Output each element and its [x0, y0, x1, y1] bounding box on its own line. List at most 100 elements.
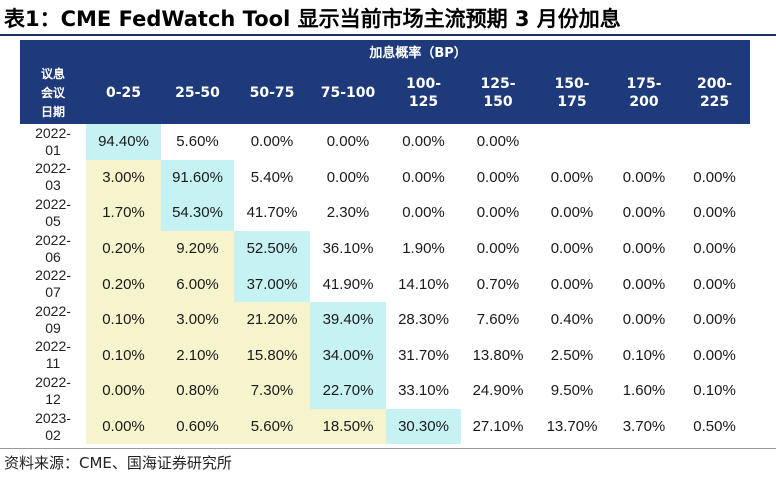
column-header-line: 150	[483, 94, 513, 110]
column-header: 100- 125	[386, 62, 461, 124]
meeting-date-year: 2022-	[35, 124, 71, 141]
source-divider	[0, 448, 776, 449]
probability-cell-highlight: 54.30%	[161, 195, 234, 231]
meeting-date-year: 2022-	[35, 231, 71, 248]
probability-cell: 0.40%	[535, 301, 609, 338]
probability-cell-highlight: 52.50%	[234, 230, 310, 267]
column-header-line: 125-	[480, 76, 516, 92]
probability-cell: 31.70%	[386, 337, 461, 374]
probability-cell: 0.00%	[679, 266, 751, 302]
column-header-line: 125	[408, 94, 439, 110]
table-row: 2023- 02 0.00% 0.60% 5.60% 18.50% 30.30% 27.10%…	[20, 408, 751, 445]
meeting-date-month: 07	[45, 284, 61, 301]
table-title: 表1：CME FedWatch Tool 显示当前市场主流预期 3 月份加息	[4, 7, 621, 31]
probability-cell: 13.80%	[461, 337, 535, 374]
probability-cell-highlight: 37.00%	[234, 266, 310, 302]
probability-cell: 27.10%	[461, 408, 535, 445]
meeting-date-month: 01	[45, 141, 61, 158]
table-row: 2022- 09 0.10% 3.00% 21.20% 39.40% 28.30% 7.60%…	[20, 301, 751, 338]
probability-cell: 33.10%	[386, 373, 461, 409]
probability-cell: 0.00%	[679, 301, 751, 338]
probability-cell: 13.70%	[535, 408, 609, 445]
column-header: 25-50	[161, 62, 234, 124]
probability-cell: 0.00%	[461, 159, 535, 196]
probability-cell: 0.00%	[234, 124, 310, 160]
column-header-line: 25-50	[175, 85, 220, 101]
column-header-line: 150-	[554, 76, 590, 92]
meeting-date-cell: 2022- 03	[20, 159, 86, 196]
probability-cell: 0.00%	[679, 337, 751, 374]
column-header-line: 200-	[697, 76, 733, 92]
probability-cell: 9.20%	[161, 230, 234, 267]
column-header: 50-75	[234, 62, 310, 124]
column-header-line: 75-100	[320, 85, 376, 101]
meeting-date-month: 12	[45, 390, 61, 407]
column-header-line: 0-25	[105, 85, 142, 101]
probability-cell: 3.00%	[86, 159, 161, 196]
probability-cell: 0.00%	[310, 159, 386, 196]
probability-cell: 0.00%	[310, 124, 386, 160]
table-row: 2022- 03 3.00% 91.60% 5.40% 0.00% 0.00% 0.00% 0.…	[20, 159, 751, 196]
probability-cell: 0.00%	[535, 230, 609, 267]
column-header-line: 175-	[626, 76, 662, 92]
probability-cell: 0.20%	[86, 230, 161, 267]
probability-cell: 0.00%	[609, 230, 679, 267]
probability-cell	[609, 124, 679, 160]
column-header: 125- 150	[461, 62, 535, 124]
meeting-date-year: 2022-	[35, 338, 71, 355]
meeting-date-cell: 2022- 07	[20, 266, 86, 302]
probability-cell	[679, 124, 751, 160]
probability-cell: 0.60%	[161, 408, 234, 445]
meeting-date-cell: 2022- 11	[20, 337, 86, 374]
probability-cell: 3.70%	[609, 408, 679, 445]
probability-cell: 1.70%	[86, 195, 161, 231]
probability-cell: 36.10%	[310, 230, 386, 267]
probability-cell: 0.00%	[609, 301, 679, 338]
probability-cell: 2.50%	[535, 337, 609, 374]
probability-cell: 0.00%	[386, 195, 461, 231]
meeting-date-year: 2022-	[35, 267, 71, 284]
table-row: 2022- 05 1.70% 54.30% 41.70% 2.30% 0.00% 0.00% 0…	[20, 195, 751, 231]
probability-cell: 2.30%	[310, 195, 386, 231]
rate-hike-probability-table: 加息概率（BP） 议息 会议 日期 0-25 25-50 50-75 75-100 10…	[20, 40, 751, 445]
meeting-date-header-line: 日期	[40, 104, 65, 119]
probability-cell: 0.00%	[609, 159, 679, 196]
probability-cell: 0.10%	[86, 301, 161, 338]
probability-table-container: 加息概率（BP） 议息 会议 日期 0-25 25-50 50-75 75-100 10…	[20, 40, 751, 447]
probability-cell: 1.60%	[609, 373, 679, 409]
probability-cell: 24.90%	[461, 373, 535, 409]
probability-cell: 0.50%	[679, 408, 751, 445]
group-header: 加息概率（BP）	[86, 40, 751, 62]
meeting-date-cell: 2022- 12	[20, 373, 86, 409]
table-row: 2022- 07 0.20% 6.00% 37.00% 41.90% 14.10% 0.70%…	[20, 266, 751, 302]
probability-cell	[535, 124, 609, 160]
probability-cell: 3.00%	[161, 301, 234, 338]
probability-cell: 0.00%	[461, 124, 535, 160]
probability-cell: 0.00%	[679, 195, 751, 231]
meeting-date-cell: 2022- 05	[20, 195, 86, 231]
source-note: 资料来源：CME、国海证券研究所	[4, 454, 232, 472]
meeting-date-year: 2022-	[35, 373, 71, 390]
meeting-date-month: 06	[45, 248, 61, 265]
probability-cell: 7.60%	[461, 301, 535, 338]
probability-cell: 28.30%	[386, 301, 461, 338]
probability-cell: 0.10%	[679, 373, 751, 409]
meeting-date-header-line: 会议	[40, 85, 65, 100]
probability-cell: 5.40%	[234, 159, 310, 196]
probability-cell-highlight: 30.30%	[386, 408, 461, 445]
table-row: 2022- 06 0.20% 9.20% 52.50% 36.10% 1.90% 0.00% 0…	[20, 230, 751, 267]
probability-cell: 14.10%	[386, 266, 461, 302]
probability-cell: 18.50%	[310, 408, 386, 445]
probability-cell: 6.00%	[161, 266, 234, 302]
probability-cell-highlight: 91.60%	[161, 159, 234, 196]
probability-cell: 0.10%	[86, 337, 161, 374]
meeting-date-year: 2022-	[35, 160, 71, 177]
probability-cell: 0.00%	[461, 230, 535, 267]
column-header-line: 100-	[405, 76, 442, 92]
probability-cell: 7.30%	[234, 373, 310, 409]
probability-cell: 5.60%	[234, 408, 310, 445]
table-row: 2022- 01 94.40% 5.60% 0.00% 0.00% 0.00% 0.00%	[20, 124, 751, 160]
probability-cell: 0.80%	[161, 373, 234, 409]
meeting-date-month: 02	[45, 426, 61, 443]
probability-cell: 15.80%	[234, 337, 310, 374]
